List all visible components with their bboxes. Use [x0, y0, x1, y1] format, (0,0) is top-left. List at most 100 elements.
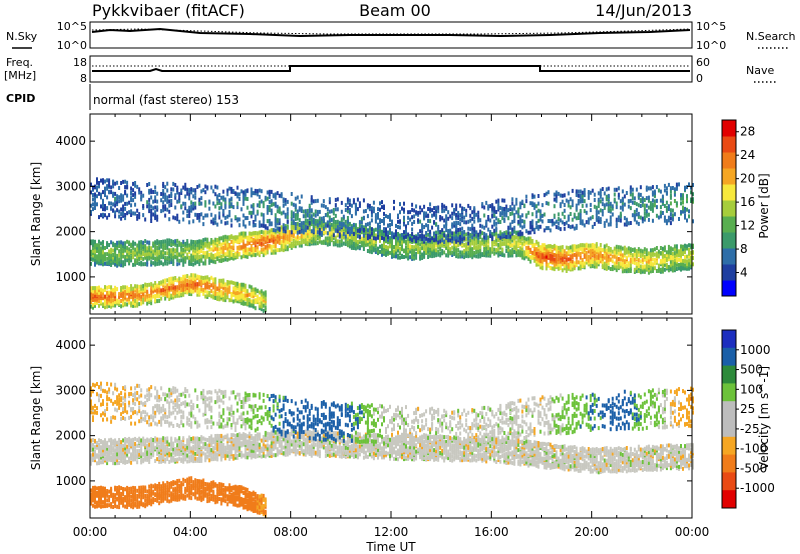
echo-cell [358, 223, 361, 228]
echo-cell [226, 241, 229, 246]
echo-cell [184, 182, 187, 187]
echo-cell [647, 255, 650, 260]
echo-cell [148, 209, 151, 214]
echo-cell [248, 237, 251, 242]
echo-cell [174, 294, 177, 299]
echo-cell [417, 247, 420, 252]
echo-cell [589, 258, 592, 263]
echo-cell [421, 242, 424, 247]
echo-cell [278, 241, 281, 245]
echo-cell [555, 190, 558, 195]
echo-cell [471, 226, 474, 231]
echo-cell [545, 191, 548, 196]
echo-cell [383, 221, 385, 226]
echo-cell [204, 284, 207, 289]
echo-cell [439, 215, 442, 219]
echo-cell [615, 217, 618, 222]
echo-cell [680, 265, 682, 270]
echo-cell [244, 293, 247, 298]
echo-cell [479, 223, 482, 228]
echo-cell [372, 236, 375, 241]
echo-cell [354, 209, 357, 214]
echo-cell [302, 225, 305, 230]
echo-cell [377, 222, 379, 227]
echo-cell [441, 228, 444, 233]
echo-cell [314, 236, 317, 241]
echo-cell [619, 205, 622, 210]
echo-cell [686, 262, 688, 267]
echo-cell [362, 225, 365, 230]
echo-cell [260, 212, 263, 217]
echo-cell [346, 226, 349, 231]
echo-cell [172, 285, 175, 290]
echo-cell [142, 249, 145, 254]
echo-cell [511, 238, 514, 243]
echo-cell [653, 252, 656, 257]
echo-cell [232, 256, 235, 261]
echo-cell [348, 221, 351, 226]
echo-cell [202, 254, 205, 259]
echo-cell [563, 226, 566, 231]
echo-cell [445, 228, 448, 233]
echo-cell [607, 193, 610, 198]
echo-cell [210, 252, 213, 257]
echo-cell [154, 281, 157, 285]
echo-cell [393, 235, 395, 240]
echo-cell [583, 209, 586, 214]
echo-cell [690, 257, 692, 262]
echo-cell [449, 233, 452, 238]
echo-cell [368, 225, 371, 230]
echo-cell [513, 225, 516, 230]
echo-cell [114, 214, 117, 219]
echo-cell [174, 285, 177, 290]
echo-cell [268, 192, 271, 196]
echo-cell [152, 199, 155, 204]
echo-cell [176, 185, 179, 190]
echo-cell [621, 269, 624, 274]
echo-cell [262, 297, 265, 302]
echo-cell [577, 260, 580, 265]
echo-cell [667, 268, 670, 273]
echo-cell [605, 218, 608, 223]
echo-cell [324, 213, 327, 217]
echo-cell [294, 217, 297, 221]
echo-cell [164, 192, 167, 197]
echo-cell [300, 206, 303, 211]
echo-cell [98, 184, 100, 189]
echo-cell [338, 239, 341, 244]
echo-cell [589, 253, 592, 258]
echo-cell [372, 209, 375, 214]
echo-cell [156, 241, 159, 246]
echo-cell [292, 219, 295, 224]
echo-cell [575, 259, 578, 264]
echo-cell [491, 213, 494, 218]
echo-cell [90, 210, 92, 214]
echo-cell [690, 260, 692, 265]
echo-cell [673, 199, 676, 203]
echo-cell [168, 256, 171, 261]
echo-cell [112, 301, 115, 306]
echo-cell [379, 249, 381, 254]
echo-cell [256, 251, 259, 256]
echo-cell [226, 280, 229, 284]
echo-cell [439, 233, 442, 238]
echo-cell [218, 215, 221, 220]
echo-cell [686, 266, 688, 271]
echo-cell [633, 201, 636, 205]
echo-cell [124, 289, 127, 294]
echo-cell [391, 253, 393, 258]
echo-cell [138, 296, 141, 301]
echo-cell [389, 217, 391, 222]
beam-title: Beam 00 [359, 1, 431, 20]
echo-cell [397, 248, 399, 253]
echo-cell [250, 244, 253, 248]
echo-cell [146, 257, 149, 262]
echo-cell [603, 244, 606, 249]
echo-cell [318, 220, 321, 225]
echo-cell [682, 205, 684, 210]
echo-cell [258, 242, 261, 246]
echo-cell [296, 241, 299, 246]
echo-cell [517, 207, 520, 212]
echo-cell [294, 222, 297, 227]
echo-cell [142, 240, 145, 245]
